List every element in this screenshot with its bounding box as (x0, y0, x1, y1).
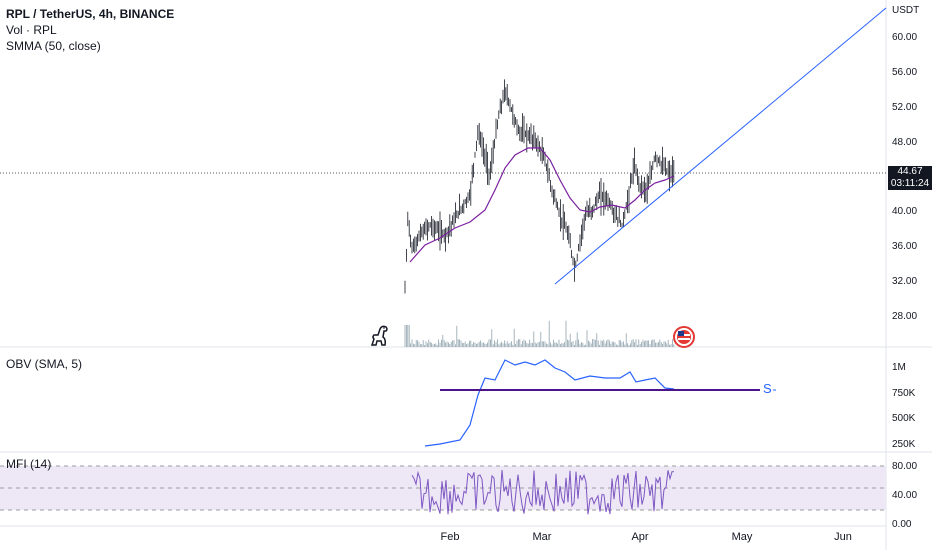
mfi-axis-tick: 40.00 (892, 490, 918, 501)
mfi-legend[interactable]: MFI (14) (6, 457, 52, 471)
current-price-tag: 44.67 03:11:24 (888, 166, 932, 190)
chart-legend: RPL / TetherUS, 4h, BINANCE Vol · RPL SM… (6, 6, 174, 54)
symbol-title[interactable]: RPL / TetherUS, 4h, BINANCE (6, 7, 175, 21)
alert-label[interactable]: S (763, 381, 772, 396)
smma-indicator-label[interactable]: SMMA (50, close) (6, 39, 101, 53)
trend-line (554, 7, 887, 285)
current-price: 44.67 (897, 166, 923, 177)
bar-countdown: 03:11:24 (890, 178, 930, 189)
price-axis-tick: 48.00 (892, 137, 918, 148)
mfi-axis-tick: 0.00 (892, 519, 912, 530)
price-axis-tick: 28.00 (892, 311, 918, 322)
price-axis-tick: 56.00 (892, 67, 918, 78)
time-axis-tick: Feb (440, 531, 460, 543)
us-flag-icon[interactable] (672, 325, 696, 349)
time-axis-tick: Mar (532, 531, 552, 543)
obv-legend[interactable]: OBV (SMA, 5) (6, 357, 83, 371)
smma-line (409, 147, 675, 263)
mfi-axis-tick: 80.00 (892, 461, 918, 472)
obv-axis-tick: 250K (892, 439, 916, 450)
obv-line (424, 359, 675, 447)
price-axis-tick: 40.00 (892, 206, 918, 217)
price-axis-tick: 60.00 (892, 32, 918, 43)
price-axis-tick: 36.00 (892, 241, 918, 252)
time-axis-tick: May (731, 531, 753, 543)
time-axis-tick: Apr (631, 531, 649, 543)
price-axis-tick: 52.00 (892, 102, 918, 113)
obv-axis-tick: 750K (892, 388, 916, 399)
price-axis-tick: 32.00 (892, 276, 918, 287)
volume-indicator-label[interactable]: Vol · RPL (6, 23, 57, 37)
dino-icon[interactable] (368, 323, 392, 347)
mfi-line (411, 470, 675, 515)
time-axis-tick: Jun (834, 531, 852, 543)
price-axis-unit: USDT (892, 5, 920, 16)
obv-axis-tick: 1M (892, 362, 906, 373)
obv-axis-tick: 500K (892, 413, 916, 424)
